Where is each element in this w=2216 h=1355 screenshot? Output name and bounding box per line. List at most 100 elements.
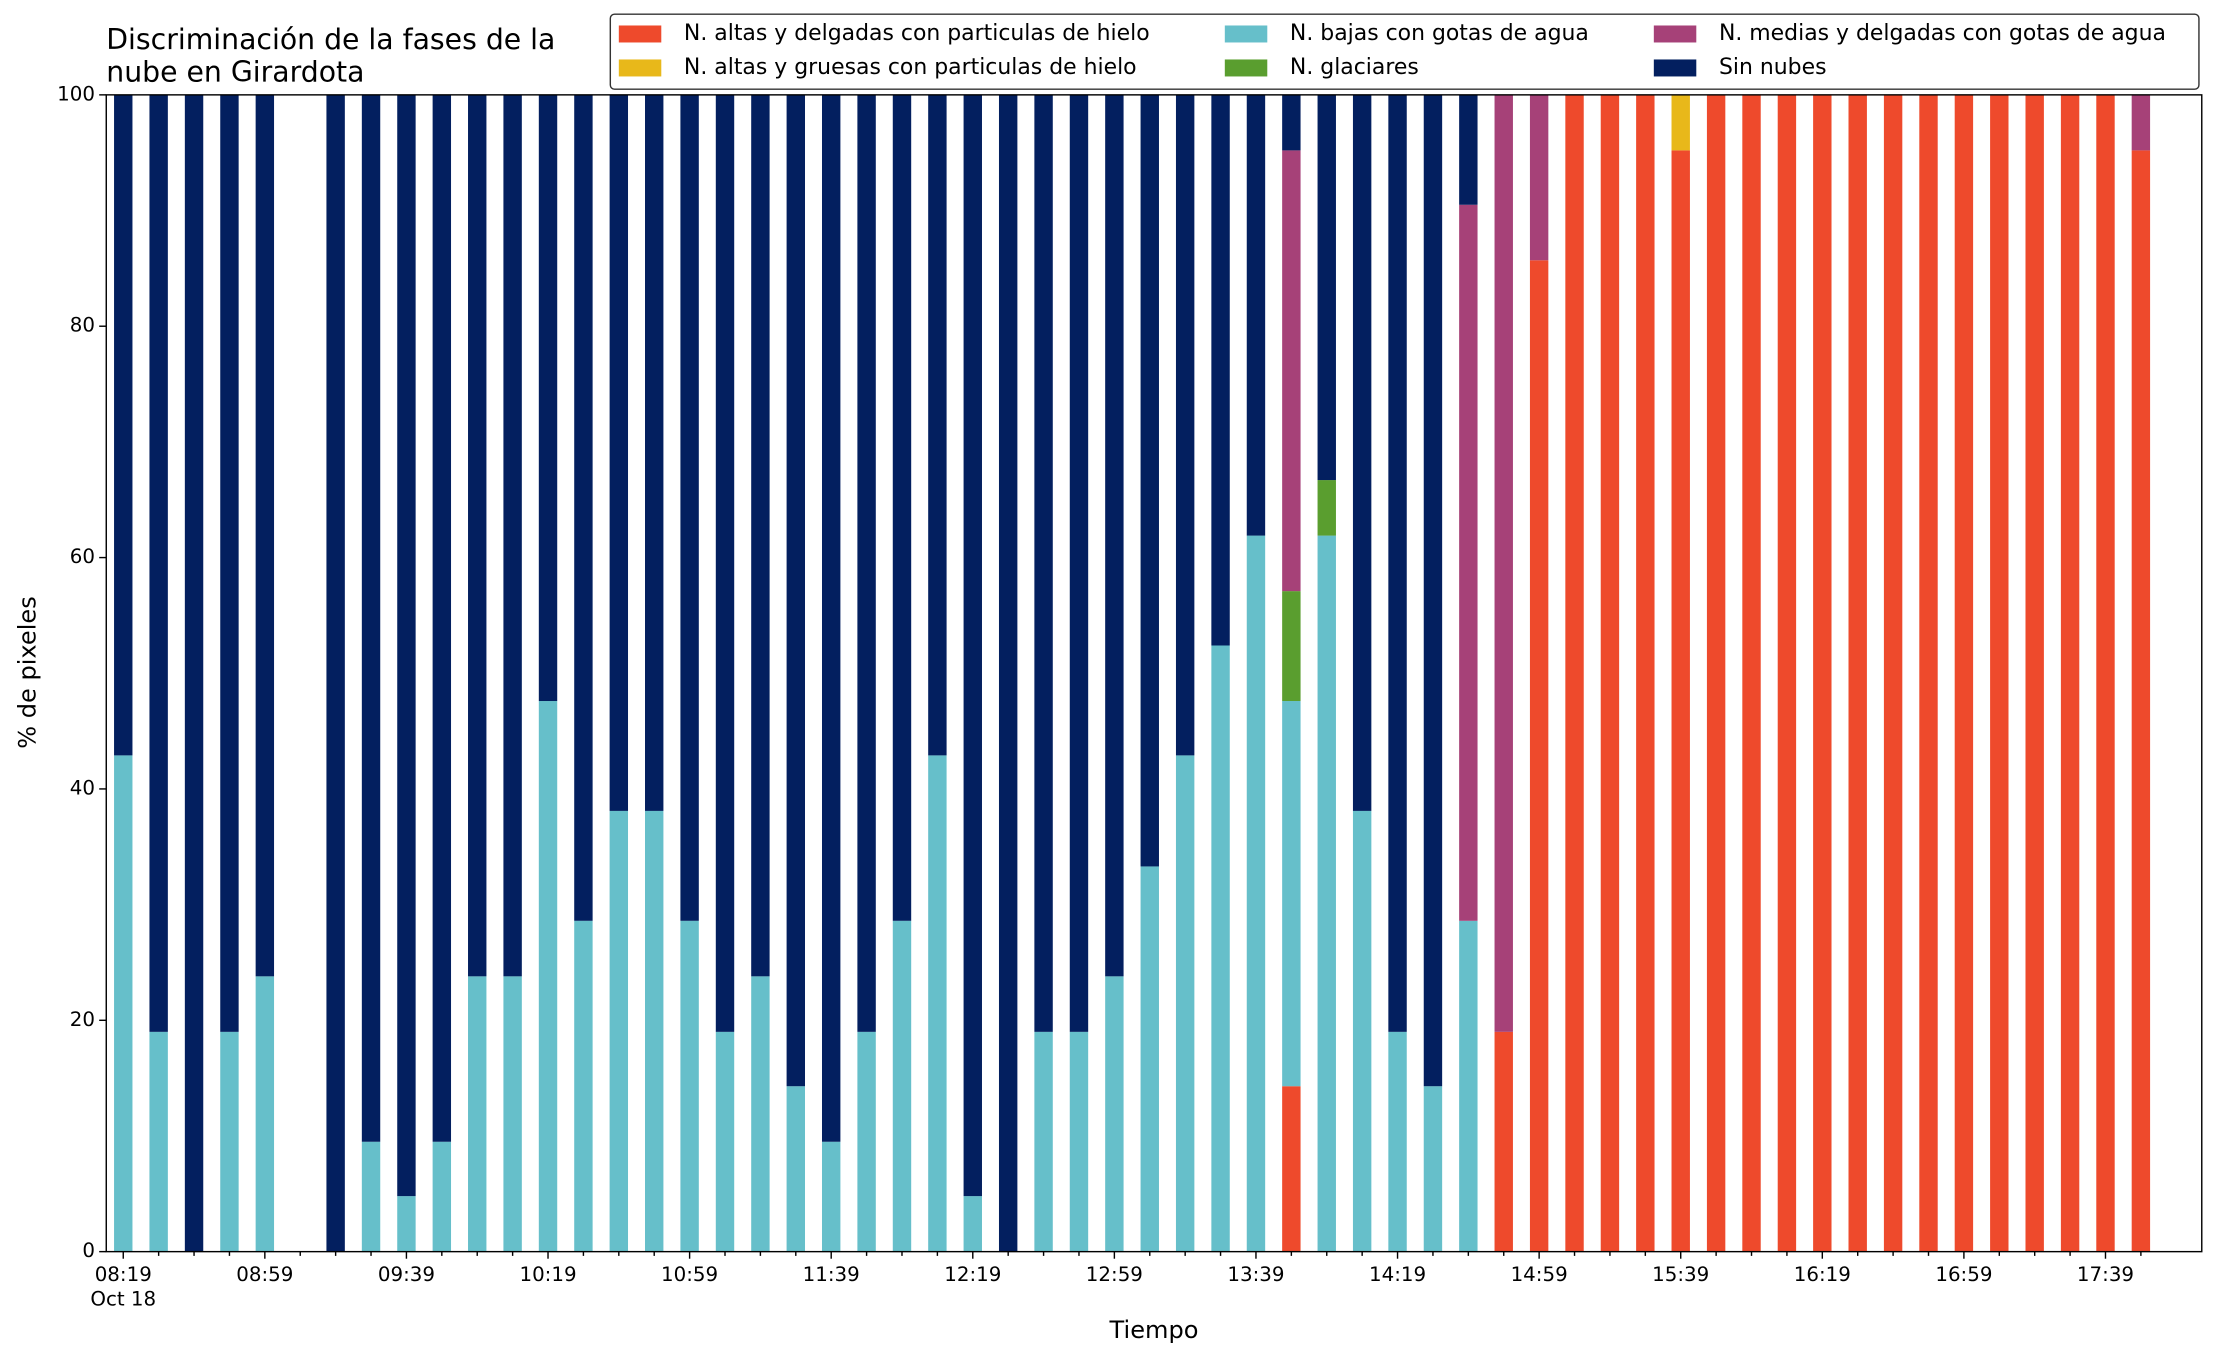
- x-tick-label: 17:39: [2077, 1263, 2134, 1286]
- bar-segment: [1848, 94, 1867, 1252]
- y-tick-label: 0: [82, 1239, 95, 1262]
- bar-segment: [1423, 94, 1443, 1087]
- y-tick-label: 100: [57, 82, 95, 105]
- bar-segment: [998, 94, 1018, 1252]
- bar-segment: [538, 94, 558, 702]
- x-tick-label: 11:39: [803, 1263, 860, 1286]
- bar-segment: [786, 1086, 806, 1252]
- bar-segment: [1352, 810, 1372, 1252]
- bar-segment: [1459, 920, 1478, 1252]
- bar-segment: [503, 976, 522, 1252]
- bar-segment: [680, 94, 699, 921]
- legend-label: N. altas y gruesas con particulas de hie…: [684, 55, 1137, 80]
- x-tick-label: 08:59: [236, 1263, 293, 1286]
- bar-segment: [715, 1031, 735, 1252]
- legend-label: Sin nubes: [1719, 55, 1827, 80]
- bar-segment: [1282, 1086, 1301, 1252]
- bar-segment: [361, 94, 381, 1142]
- bar-segment: [1671, 94, 1690, 151]
- x-tick-label: 16:59: [1935, 1263, 1992, 1286]
- bar-segment: [1636, 94, 1655, 1252]
- bar-segment: [680, 920, 699, 1252]
- x-tick-label: 14:59: [1511, 1263, 1568, 1286]
- bar-segment: [220, 94, 239, 1032]
- bar-segment: [2131, 94, 2151, 151]
- x-tick-label: 09:39: [378, 1263, 435, 1286]
- bar-segment: [326, 94, 345, 1252]
- y-axis-label: % de pixeles: [13, 596, 41, 749]
- date-label: Oct 18: [90, 1287, 156, 1310]
- bar-segment: [1529, 94, 1549, 261]
- bar-segment: [1459, 94, 1478, 205]
- bar-segment: [397, 1196, 416, 1252]
- bar-segment: [503, 94, 522, 977]
- bar-segment: [1175, 755, 1195, 1252]
- x-tick-label: 15:39: [1652, 1263, 1709, 1286]
- bar-segment: [1034, 1031, 1053, 1252]
- x-tick-label: 10:19: [519, 1263, 576, 1286]
- x-tick-label: 13:39: [1227, 1263, 1284, 1286]
- x-axis-label: Tiempo: [1109, 1316, 1199, 1344]
- bar-segment: [1813, 94, 1832, 1252]
- bar-segment: [1069, 94, 1089, 1032]
- bar-segment: [361, 1141, 381, 1252]
- legend-swatch: [1224, 59, 1268, 77]
- plot-frame: [105, 94, 2203, 1253]
- bar-segment: [609, 94, 629, 811]
- legend-label: N. medias y delgadas con gotas de agua: [1719, 21, 2166, 46]
- bar-segment: [892, 920, 912, 1252]
- bar-segment: [821, 1141, 841, 1252]
- bar-segment: [1742, 94, 1761, 1252]
- bar-segment: [963, 94, 982, 1197]
- bar-segment: [1529, 260, 1549, 1252]
- x-tick-label: 12:19: [944, 1263, 1001, 1286]
- bar-segment: [1494, 94, 1513, 1032]
- chart-title: Discriminación de la fases de la: [106, 23, 555, 56]
- bar-segment: [1069, 1031, 1089, 1252]
- bar-segment: [2025, 94, 2044, 1252]
- bar-segment: [1352, 94, 1372, 811]
- bar-segment: [751, 976, 770, 1252]
- bar-segment: [1990, 94, 2009, 1252]
- bar-segment: [1140, 866, 1159, 1252]
- bar-segment: [1211, 94, 1230, 646]
- bar-segment: [715, 94, 735, 1032]
- bar-segment: [892, 94, 912, 921]
- bar-segment: [432, 94, 452, 1142]
- bar-segment: [1706, 94, 1726, 1252]
- bar-segment: [609, 810, 629, 1252]
- bar-segment: [963, 1196, 982, 1252]
- bar-segment: [1246, 535, 1266, 1252]
- bar-segment: [1459, 204, 1478, 921]
- legend-label: N. altas y delgadas con particulas de hi…: [684, 21, 1150, 46]
- y-tick-label: 40: [70, 776, 95, 799]
- bar-segment: [928, 94, 947, 756]
- bar-segment: [1883, 94, 1903, 1252]
- bar-segment: [2060, 94, 2080, 1252]
- y-tick-label: 80: [70, 314, 95, 337]
- bar-segment: [1105, 976, 1124, 1252]
- bar-segment: [255, 976, 275, 1252]
- legend-swatch: [1224, 25, 1268, 43]
- x-tick-label: 16:19: [1794, 1263, 1851, 1286]
- bar-segment: [538, 701, 558, 1252]
- bar-segment: [574, 920, 593, 1252]
- bar-segment: [1282, 591, 1301, 702]
- bar-segment: [857, 94, 876, 1032]
- bar-segment: [1105, 94, 1124, 977]
- x-tick-label: 14:19: [1369, 1263, 1426, 1286]
- bar-segment: [1317, 535, 1336, 1252]
- bar-segment: [645, 94, 664, 811]
- bar-segment: [1600, 94, 1620, 1252]
- bar-segment: [821, 94, 841, 1142]
- bar-segment: [149, 94, 168, 1032]
- bar-segment: [220, 1031, 239, 1252]
- legend-swatch: [618, 59, 662, 77]
- bar-segment: [574, 94, 593, 921]
- bar-segment: [149, 1031, 168, 1252]
- bar-segment: [857, 1031, 876, 1252]
- bar-segment: [1671, 150, 1690, 1252]
- bar-segment: [1388, 1031, 1407, 1252]
